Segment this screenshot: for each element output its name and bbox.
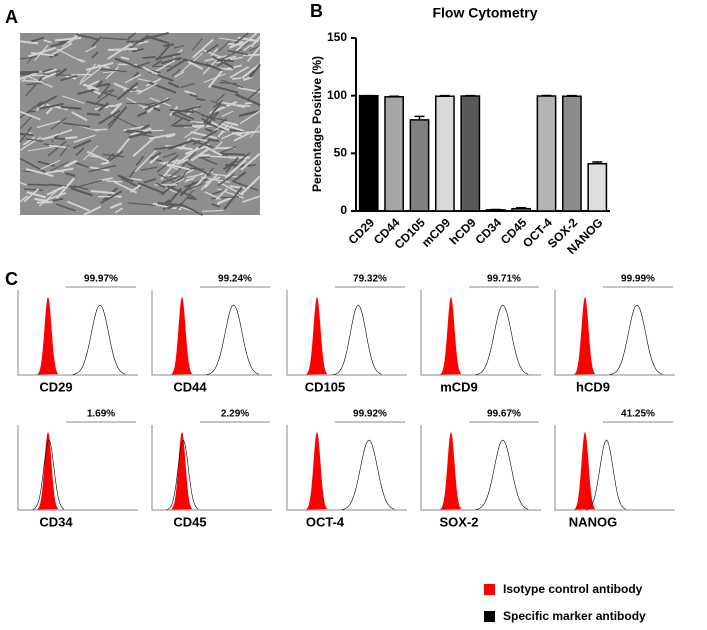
isotype-peak — [306, 297, 328, 375]
panel-label: C — [5, 269, 18, 289]
isotype-peak — [171, 297, 193, 375]
marker-label: hCD9 — [576, 379, 610, 394]
percent-label: 99.24% — [218, 274, 252, 285]
cell — [209, 156, 231, 157]
marker-peak — [73, 305, 126, 375]
marker-label: CD45 — [173, 514, 206, 529]
cell — [187, 198, 197, 199]
isotype-peak — [440, 432, 462, 510]
percent-label: 99.71% — [487, 274, 521, 285]
axes — [287, 425, 407, 510]
axes — [152, 290, 272, 375]
marker-peak — [342, 440, 395, 510]
y-tick-label: 100 — [327, 88, 347, 102]
x-tick-label: mCD9 — [419, 215, 454, 250]
x-tick-label: CD29 — [345, 215, 377, 247]
marker-peak — [476, 305, 528, 375]
isotype-peak — [440, 297, 462, 375]
error-bar — [567, 96, 577, 97]
panel-label: A — [5, 7, 18, 27]
marker-label: CD105 — [305, 379, 345, 394]
legend-swatch — [484, 584, 495, 595]
marker-peak — [333, 305, 381, 375]
bar — [385, 97, 403, 211]
cell — [87, 114, 100, 115]
bar — [461, 96, 479, 211]
percent-label: 79.32% — [353, 274, 387, 285]
error-bar — [389, 96, 399, 97]
panel-label: B — [310, 1, 323, 21]
bar — [512, 209, 530, 211]
cell — [108, 49, 137, 50]
marker-peak — [207, 305, 259, 375]
percent-label: 1.69% — [87, 409, 115, 420]
isotype-peak — [37, 297, 59, 375]
legend-label: Specific marker antibody — [503, 609, 646, 623]
marker-label: CD44 — [173, 379, 207, 394]
axes — [287, 290, 407, 375]
percent-label: 99.99% — [621, 274, 655, 285]
marker-peak — [610, 305, 663, 375]
cell — [227, 44, 244, 45]
isotype-peak — [574, 432, 596, 510]
y-tick-label: 150 — [327, 30, 347, 44]
bar — [537, 96, 555, 211]
bar — [436, 96, 454, 211]
marker-peak — [476, 440, 528, 510]
bar — [360, 96, 378, 211]
error-bar — [440, 96, 450, 97]
bar — [410, 120, 428, 211]
percent-label: 41.25% — [621, 409, 655, 420]
x-tick-label: CD34 — [472, 215, 504, 247]
cell — [27, 184, 48, 185]
legend-swatch — [484, 611, 495, 622]
marker-label: mCD9 — [440, 379, 478, 394]
y-tick-label: 0 — [340, 203, 347, 217]
chart-title: Flow Cytometry — [432, 5, 537, 21]
legend-label: Isotype control antibody — [503, 582, 643, 596]
cell — [190, 122, 203, 123]
cell — [37, 202, 53, 203]
axes — [555, 425, 675, 510]
isotype-peak — [574, 297, 596, 375]
cell — [118, 64, 137, 65]
axes — [152, 425, 272, 510]
cell — [106, 181, 122, 182]
axes — [421, 425, 541, 510]
cell — [143, 57, 156, 58]
marker-label: CD29 — [39, 379, 72, 394]
percent-label: 99.67% — [487, 409, 521, 420]
marker-label: CD34 — [39, 514, 73, 529]
x-tick-label: hCD9 — [447, 215, 479, 247]
axes — [18, 290, 138, 375]
axes — [555, 290, 675, 375]
axes — [18, 425, 138, 510]
y-tick-label: 50 — [334, 146, 348, 160]
cell — [70, 74, 92, 75]
percent-label: 99.92% — [353, 409, 387, 420]
cell — [94, 129, 107, 130]
marker-label: SOX-2 — [439, 514, 478, 529]
bar — [563, 96, 581, 211]
marker-label: NANOG — [569, 514, 617, 529]
bar — [588, 164, 606, 211]
marker-label: OCT-4 — [306, 514, 345, 529]
axes — [421, 290, 541, 375]
y-axis-label: Percentage Positive (%) — [310, 56, 324, 192]
cell — [27, 111, 35, 112]
percent-label: 2.29% — [221, 409, 249, 420]
cell — [127, 41, 144, 42]
cell — [20, 134, 34, 135]
isotype-peak — [306, 432, 328, 510]
percent-label: 99.97% — [84, 274, 118, 285]
